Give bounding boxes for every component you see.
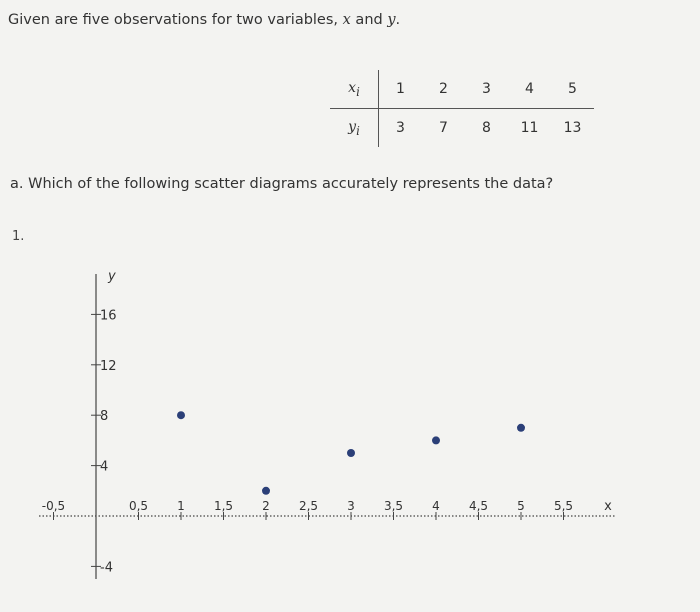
scatter-diagram[interactable]: -0,5 0,5 1 1,5 2 2,5 3 3,5 4 4,5 5 5,5 -4 4 8 12 16 x y — [0, 250, 700, 612]
y-tick-label: 4 — [100, 460, 108, 475]
y-tick-label: 8 — [100, 409, 108, 424]
x-value-2: 2 — [422, 70, 465, 109]
x-value-3: 3 — [465, 70, 508, 109]
x-value-5: 5 — [551, 70, 594, 109]
x-tick-label: 4,5 — [469, 499, 488, 513]
y-tick-label: -4 — [100, 560, 113, 575]
x-tick-label: 1,5 — [214, 499, 233, 513]
y-header-sub: i — [356, 123, 360, 138]
y-value-1: 3 — [396, 120, 405, 136]
x-tick-label: 0,5 — [129, 499, 148, 513]
data-point-1 — [177, 411, 185, 420]
y-value-3: 8 — [482, 120, 491, 136]
x-tick-label: 4 — [432, 499, 440, 513]
data-point-4 — [432, 436, 440, 445]
table-row-x: xi 1 2 3 4 5 — [330, 70, 594, 109]
x-value-1: 1 — [378, 70, 422, 109]
y-row-header: yi — [330, 108, 379, 147]
x-tick-label: 5,5 — [554, 499, 573, 513]
y-axis-label: y — [107, 269, 116, 284]
x-tick-label: 2 — [262, 499, 270, 513]
data-point-3 — [347, 449, 355, 457]
y-value-5: 13 — [563, 120, 582, 136]
y-header-var: y — [348, 118, 357, 135]
y-value-4: 11 — [520, 120, 539, 136]
variable-x: x — [342, 12, 351, 28]
y-tick-label: 16 — [100, 308, 117, 323]
choice-number[interactable]: 1. — [12, 229, 25, 244]
x-tick-label: 2,5 — [299, 499, 318, 513]
y-value-2: 7 — [439, 120, 448, 136]
x-header-sub: i — [356, 84, 360, 99]
question-text: a. Which of the following scatter diagra… — [10, 176, 554, 192]
y-tick-label: 12 — [100, 359, 117, 374]
x-tick-label: -0,5 — [42, 499, 65, 513]
x-tick-label: 3 — [347, 499, 355, 513]
intro-and: and — [350, 12, 388, 28]
x-tick-label: 5 — [517, 499, 525, 513]
table-row-y: yi 3 7 8 11 13 — [330, 108, 594, 147]
observations-table: xi 1 2 3 4 5 yi 3 7 8 11 13 — [330, 70, 594, 147]
x-axis-label: x — [604, 499, 612, 514]
variable-y: y — [387, 12, 396, 28]
x-tick-label: 3,5 — [384, 499, 403, 513]
x-row-header: xi — [330, 70, 379, 109]
data-point-5 — [517, 423, 525, 432]
intro-lead: Given are five observations for two vari… — [8, 12, 343, 28]
x-header-var: x — [348, 79, 357, 96]
data-point-2 — [262, 486, 270, 495]
x-tick-label: 1 — [177, 499, 185, 513]
x-value-4: 4 — [508, 70, 551, 109]
intro-period: . — [395, 12, 401, 28]
intro-text: Given are five observations for two vari… — [8, 12, 400, 28]
